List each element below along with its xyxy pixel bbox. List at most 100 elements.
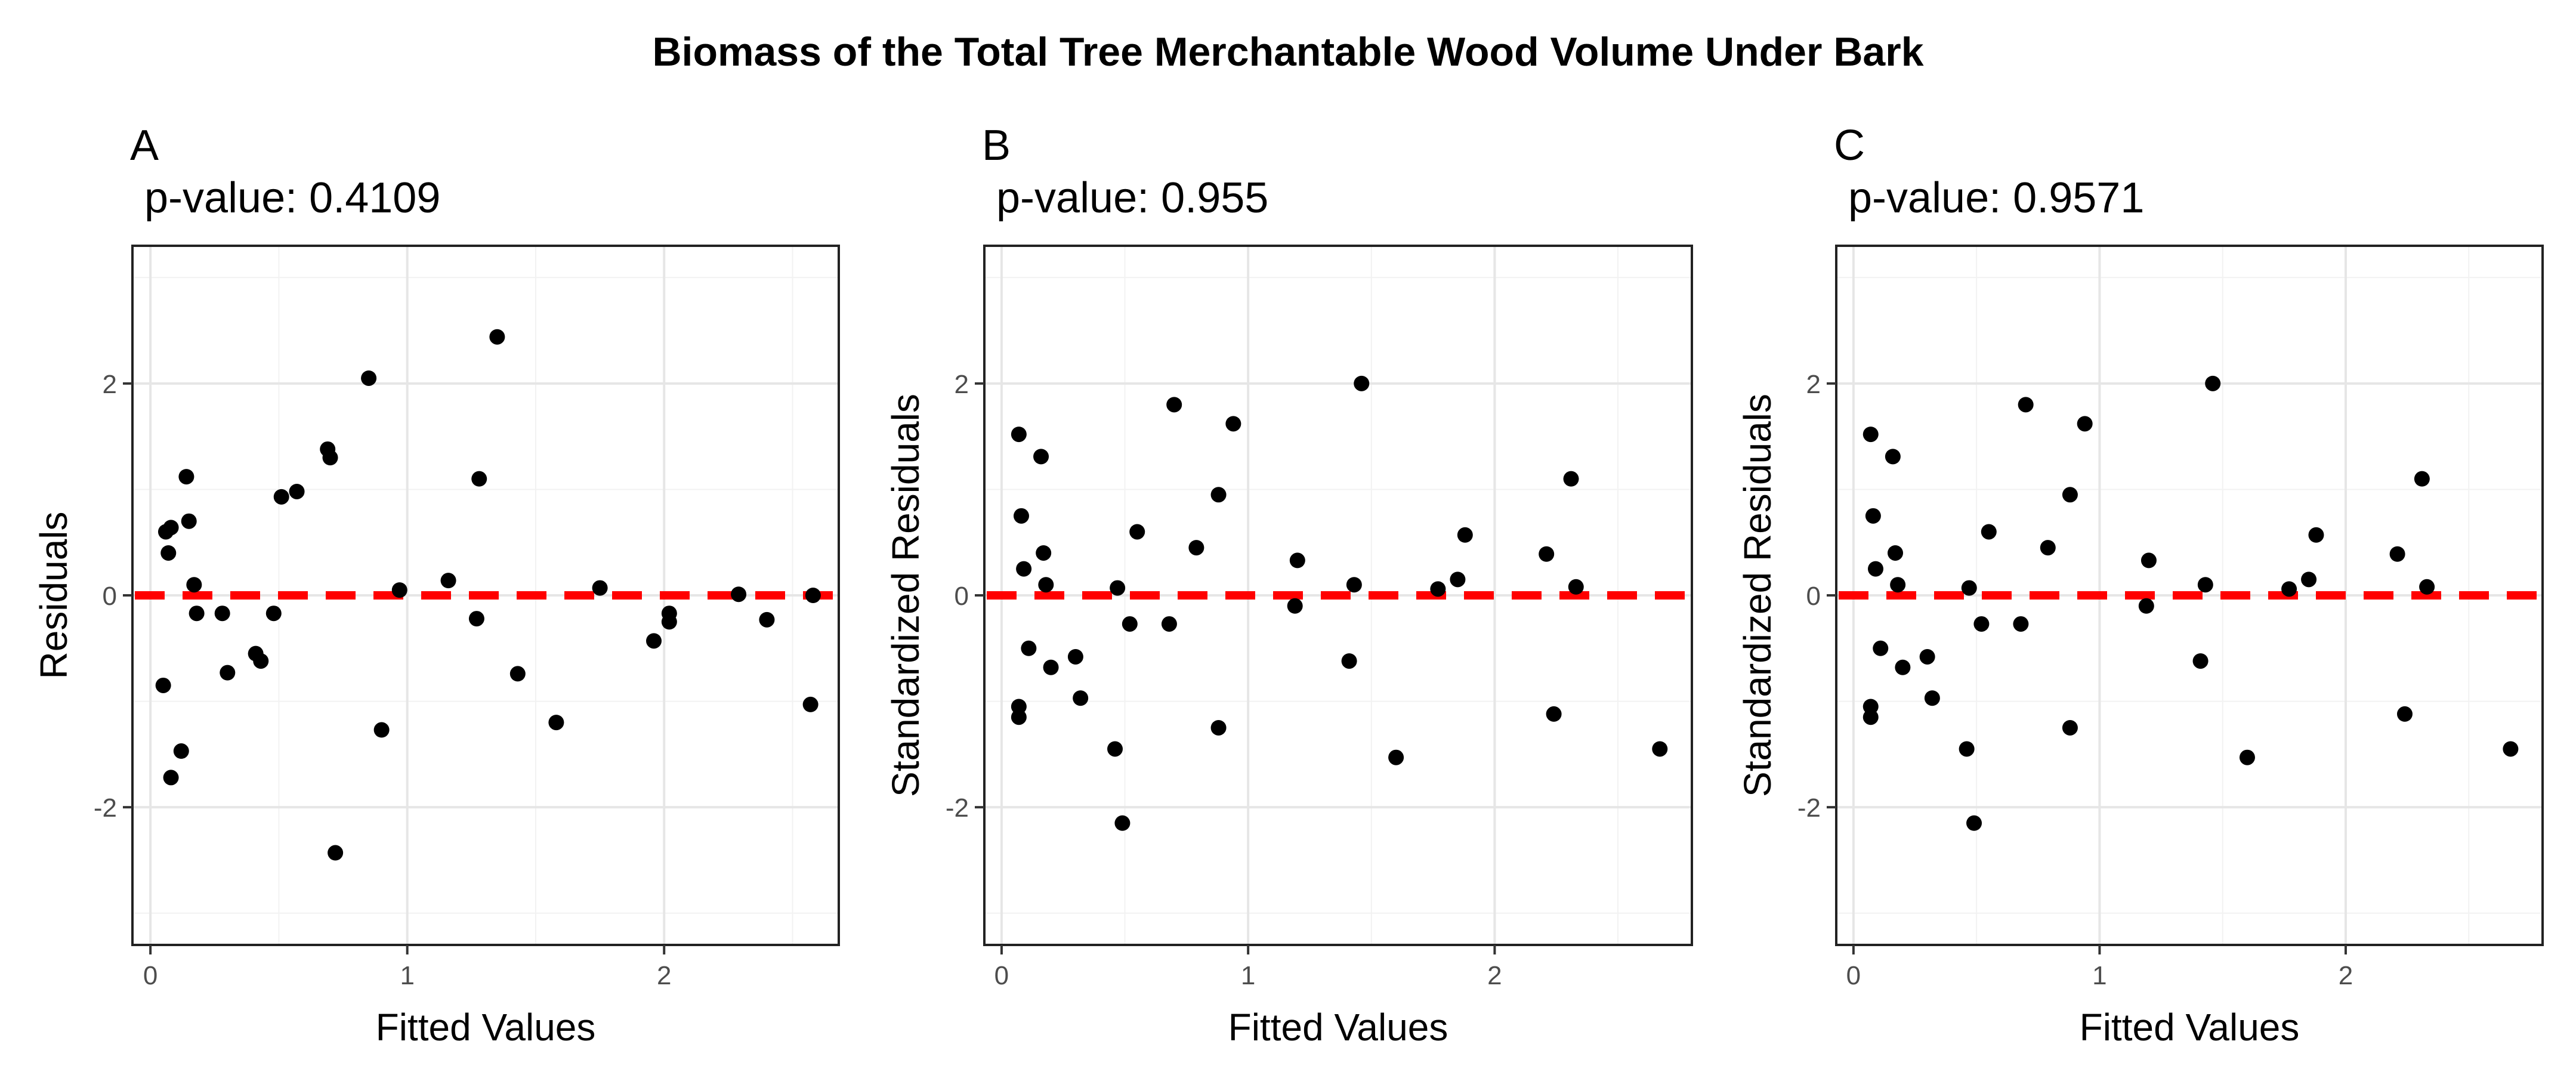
data-point (189, 605, 205, 622)
data-point (471, 471, 487, 487)
data-point (2419, 579, 2435, 595)
data-point (2197, 577, 2213, 593)
y-tick-label: 0 (103, 582, 117, 611)
data-point (1430, 581, 1446, 597)
y-tick-label: 0 (1806, 582, 1821, 611)
data-point (181, 513, 197, 529)
data-point (1890, 577, 1906, 593)
data-point (2414, 471, 2430, 487)
data-point (1959, 741, 1975, 757)
data-point (1016, 561, 1032, 577)
data-point (1961, 580, 1977, 596)
data-point (1166, 397, 1182, 413)
data-point (468, 611, 484, 627)
data-point (163, 770, 179, 786)
figure-title: Biomass of the Total Tree Merchantable W… (652, 29, 1923, 75)
y-tick-label: 2 (955, 370, 969, 399)
data-point (1546, 706, 1562, 722)
data-point (661, 614, 677, 630)
data-point (163, 520, 179, 536)
panel-p-value: p-value: 0.9571 (1848, 174, 2144, 222)
x-tick-label: 1 (400, 961, 414, 990)
data-point (2013, 616, 2029, 632)
data-point (1539, 546, 1555, 562)
data-point (2308, 527, 2324, 543)
data-point (1129, 524, 1145, 540)
panel-b: 0 1 2 -2 0 2 Fitted Values Standardized Residua… (884, 122, 1693, 1049)
data-point (1865, 508, 1881, 524)
data-point (1038, 577, 1054, 593)
data-point (265, 605, 282, 622)
y-tick-label: 0 (955, 582, 969, 611)
panels-container: 0 1 2 -2 0 2 Fitted Values Residuals Ap-value: 0… (32, 122, 2544, 1049)
data-point (1341, 653, 1357, 669)
data-point (1862, 709, 1879, 725)
data-point (1210, 719, 1227, 736)
y-axis-label: Residuals (32, 511, 75, 679)
x-tick-label: 1 (1241, 961, 1255, 990)
data-point (489, 329, 505, 345)
data-point (2018, 397, 2034, 413)
data-point (155, 677, 171, 693)
data-point (273, 489, 289, 505)
data-point (1888, 545, 1904, 561)
data-point (1873, 640, 1889, 656)
x-tick-label: 2 (657, 961, 671, 990)
data-point (1033, 449, 1049, 465)
data-point (2138, 598, 2154, 614)
data-point (1868, 561, 1884, 577)
data-point (253, 653, 269, 669)
x-tick-label: 1 (2092, 961, 2106, 990)
data-point (2389, 546, 2405, 562)
y-axis-label: Standardized Residuals (884, 394, 927, 797)
data-point (646, 633, 662, 649)
data-point (731, 586, 747, 603)
data-point (2396, 706, 2413, 722)
data-point (214, 605, 230, 622)
data-point (2141, 552, 2157, 569)
data-point (1287, 598, 1303, 614)
data-point (2062, 719, 2078, 736)
panel-a: 0 1 2 -2 0 2 Fitted Values Residuals Ap-value: 0… (32, 122, 840, 1049)
data-point (178, 469, 194, 485)
data-point (805, 588, 821, 603)
data-point (1122, 616, 1138, 632)
panel-tag: A (130, 122, 159, 169)
y-tick-label: -2 (1797, 793, 1821, 823)
y-axis-label: Standardized Residuals (1736, 394, 1779, 797)
data-point (509, 666, 526, 682)
data-point (328, 845, 344, 861)
data-point (391, 582, 407, 598)
data-point (2040, 540, 2056, 556)
data-point (220, 665, 236, 681)
data-point (1225, 416, 1241, 432)
data-point (361, 370, 377, 386)
data-point (1110, 580, 1126, 596)
data-point (1346, 577, 1362, 593)
x-axis-label: Fitted Values (376, 1006, 596, 1049)
data-point (1013, 508, 1029, 524)
x-axis-label: Fitted Values (1228, 1006, 1448, 1049)
x-axis-label: Fitted Values (2080, 1006, 2300, 1049)
data-point (1021, 640, 1037, 656)
y-tick-label: -2 (94, 793, 117, 823)
data-point (2301, 571, 2317, 588)
data-point (1036, 545, 1052, 561)
panel-tag: B (982, 122, 1011, 169)
data-point (1652, 741, 1668, 757)
data-point (1107, 741, 1123, 757)
data-point (759, 611, 775, 628)
data-point (2205, 375, 2221, 391)
data-point (1862, 427, 1879, 443)
data-point (1981, 524, 1997, 540)
data-point (2281, 581, 2297, 597)
data-point (1563, 471, 1579, 487)
data-point (2192, 653, 2209, 669)
data-point (2239, 749, 2255, 765)
data-point (173, 743, 189, 759)
data-point (1568, 579, 1584, 595)
y-tick-label: -2 (946, 793, 969, 823)
data-point (1457, 527, 1473, 543)
data-point (1354, 375, 1370, 391)
